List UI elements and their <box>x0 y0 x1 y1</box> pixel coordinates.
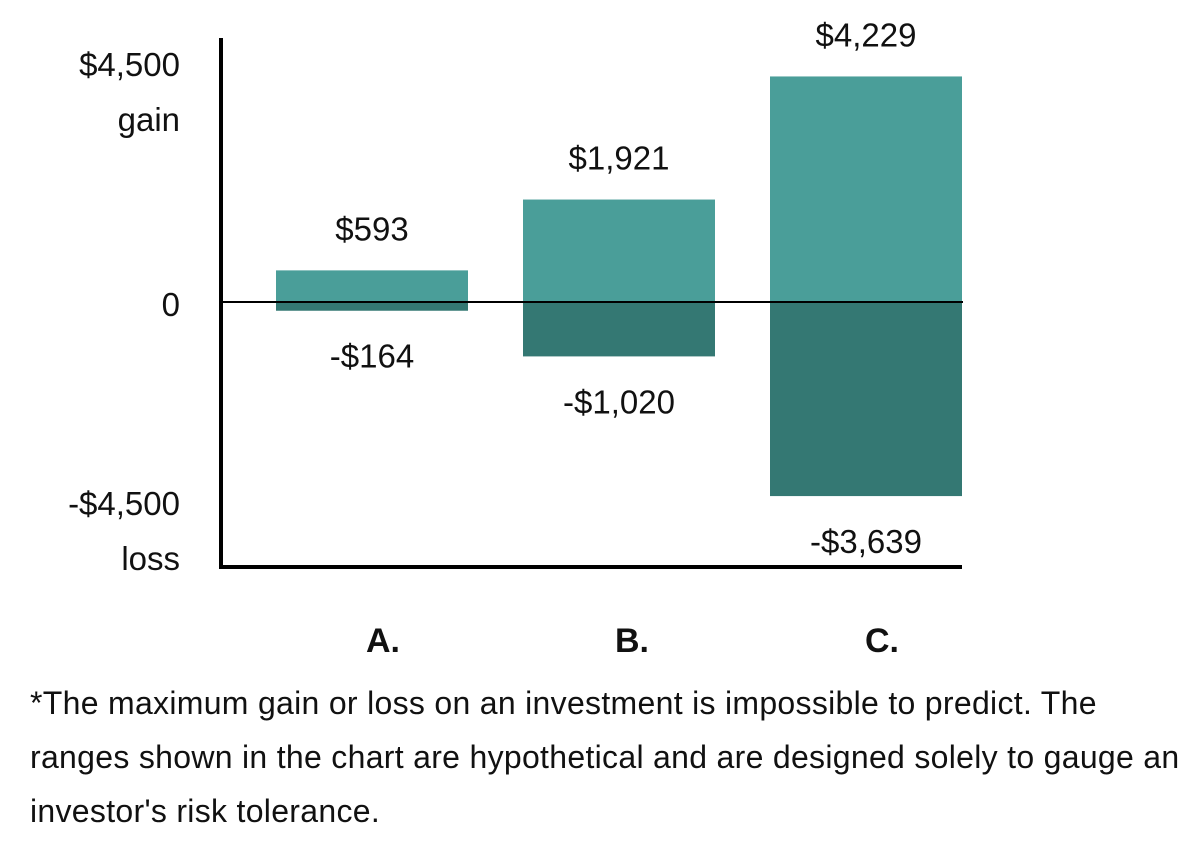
bars-group <box>276 76 962 497</box>
bar-gain-1 <box>523 199 715 302</box>
gain-label-2: $4,229 <box>816 16 917 53</box>
footnote: *The maximum gain or loss on an investme… <box>30 685 1180 829</box>
bar-loss-2 <box>770 302 962 497</box>
bar-loss-1 <box>523 302 715 357</box>
category-label-0: A. <box>366 622 400 660</box>
gain-label-0: $593 <box>335 210 408 247</box>
y-tick-zero: 0 <box>161 286 180 323</box>
value-labels-group: $593 -$164 $1,921 -$1,020 $4,229 -$3,639 <box>330 16 922 560</box>
bar-loss-0 <box>276 302 468 311</box>
category-labels-group: A. B. C. <box>366 622 899 660</box>
category-label-1: B. <box>615 622 649 660</box>
gain-label-1: $1,921 <box>569 140 670 177</box>
y-tick-top-word: gain <box>117 101 180 138</box>
category-label-2: C. <box>865 622 899 660</box>
loss-label-2: -$3,639 <box>810 523 922 560</box>
loss-label-0: -$164 <box>330 338 414 375</box>
bar-gain-0 <box>276 270 468 302</box>
y-tick-top-value: $4,500 <box>79 46 180 83</box>
loss-label-1: -$1,020 <box>563 383 675 420</box>
y-tick-bottom-word: loss <box>121 540 180 577</box>
bar-gain-2 <box>770 76 962 302</box>
gain-loss-chart: $593 -$164 $1,921 -$1,020 $4,229 -$3,639 A. B.… <box>219 16 963 660</box>
y-tick-bottom-value: -$4,500 <box>68 485 180 522</box>
